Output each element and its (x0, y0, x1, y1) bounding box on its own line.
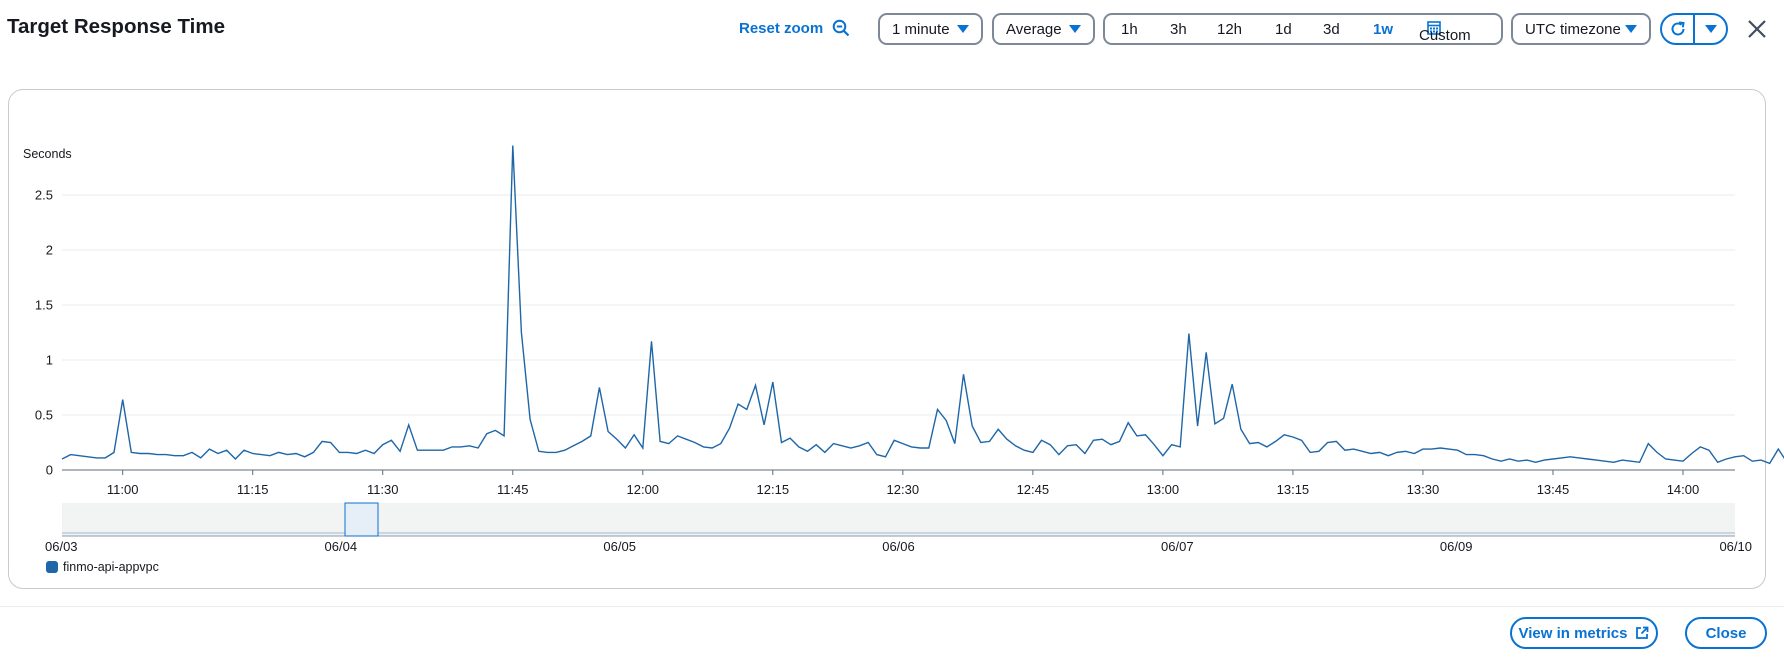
time-range-selector: 1h 3h 12h 1d 3d 1w Custom (1103, 13, 1503, 45)
navigator-tick-label: 06/10 (1719, 539, 1752, 554)
y-tick-label: 2.5 (35, 188, 53, 203)
view-in-metrics-label: View in metrics (1518, 624, 1628, 642)
x-tick-label: 12:00 (627, 482, 660, 497)
statistic-value: Average (1006, 20, 1062, 38)
x-tick-label: 12:45 (1017, 482, 1050, 497)
range-3h[interactable]: 3h (1170, 21, 1187, 38)
view-in-metrics-button[interactable]: View in metrics (1510, 617, 1658, 649)
x-tick-label: 11:30 (367, 482, 399, 497)
refresh-options-button[interactable] (1693, 15, 1726, 43)
x-tick-label: 14:00 (1667, 482, 1700, 497)
y-tick-label: 0 (46, 463, 53, 478)
x-tick-label: 12:30 (887, 482, 920, 497)
navigator-tick-label: 06/09 (1440, 539, 1473, 554)
calendar-icon (1427, 21, 1441, 35)
y-axis-label: Seconds (23, 147, 72, 161)
x-tick-label: 11:00 (107, 482, 139, 497)
series-line (61, 145, 1784, 465)
legend-swatch (46, 561, 58, 573)
caret-down-icon (1625, 25, 1637, 33)
refresh-button[interactable] (1662, 15, 1693, 43)
x-tick-label: 13:15 (1277, 482, 1310, 497)
timezone-select[interactable]: UTC timezone (1511, 13, 1651, 45)
close-label: Close (1705, 624, 1747, 642)
caret-down-icon (957, 25, 969, 33)
range-1h[interactable]: 1h (1121, 21, 1138, 38)
external-link-icon (1636, 626, 1649, 639)
x-tick-label: 13:00 (1147, 482, 1180, 497)
x-tick-label: 12:15 (757, 482, 790, 497)
x-tick-label: 13:45 (1537, 482, 1570, 497)
range-3d[interactable]: 3d (1323, 21, 1340, 38)
reset-zoom-button[interactable]: Reset zoom (739, 19, 850, 37)
close-button[interactable]: Close (1685, 617, 1767, 649)
y-tick-label: 1 (46, 353, 53, 368)
refresh-icon (1671, 21, 1685, 36)
navigator-tick-label: 06/06 (882, 539, 915, 554)
x-tick-label: 11:45 (497, 482, 529, 497)
y-tick-label: 0.5 (35, 408, 53, 423)
navigator-background (62, 503, 1735, 536)
footer-divider (0, 606, 1784, 607)
legend-item[interactable]: finmo-api-appvpc (46, 560, 159, 574)
range-12h[interactable]: 12h (1217, 21, 1243, 38)
navigator-tick-label: 06/05 (603, 539, 636, 554)
range-1d[interactable]: 1d (1275, 21, 1292, 38)
y-tick-label: 1.5 (35, 298, 53, 313)
period-value: 1 minute (892, 20, 950, 38)
navigator-tick-label: 06/03 (45, 539, 78, 554)
y-tick-label: 2 (46, 243, 53, 258)
caret-down-icon (1704, 25, 1717, 33)
x-tick-label: 13:30 (1407, 482, 1440, 497)
reset-zoom-label: Reset zoom (739, 19, 824, 37)
custom-range-button[interactable]: Custom (1419, 21, 1471, 44)
navigator-tick-label: 06/04 (325, 539, 358, 554)
x-tick-label: 11:15 (237, 482, 269, 497)
period-select[interactable]: 1 minute (878, 13, 983, 45)
close-icon[interactable] (1745, 17, 1769, 41)
dialog-title: Target Response Time (7, 15, 225, 38)
response-time-chart: 0 0.5 1 1.5 2 2.5 11:00 11:15 11:30 11:45 12:00 12… (35, 145, 1784, 554)
refresh-button-group (1660, 13, 1728, 45)
custom-range-label: Custom (1419, 27, 1471, 44)
timezone-value: UTC timezone (1525, 20, 1621, 38)
chart-panel (8, 89, 1766, 589)
navigator-tick-label: 06/07 (1161, 539, 1194, 554)
time-navigator[interactable] (62, 502, 1735, 537)
caret-down-icon (1069, 25, 1081, 33)
statistic-select[interactable]: Average (992, 13, 1095, 45)
zoom-out-icon (832, 19, 850, 37)
legend-label: finmo-api-appvpc (63, 560, 159, 574)
range-1w[interactable]: 1w (1373, 21, 1394, 38)
navigator-selection-window[interactable] (344, 502, 379, 537)
